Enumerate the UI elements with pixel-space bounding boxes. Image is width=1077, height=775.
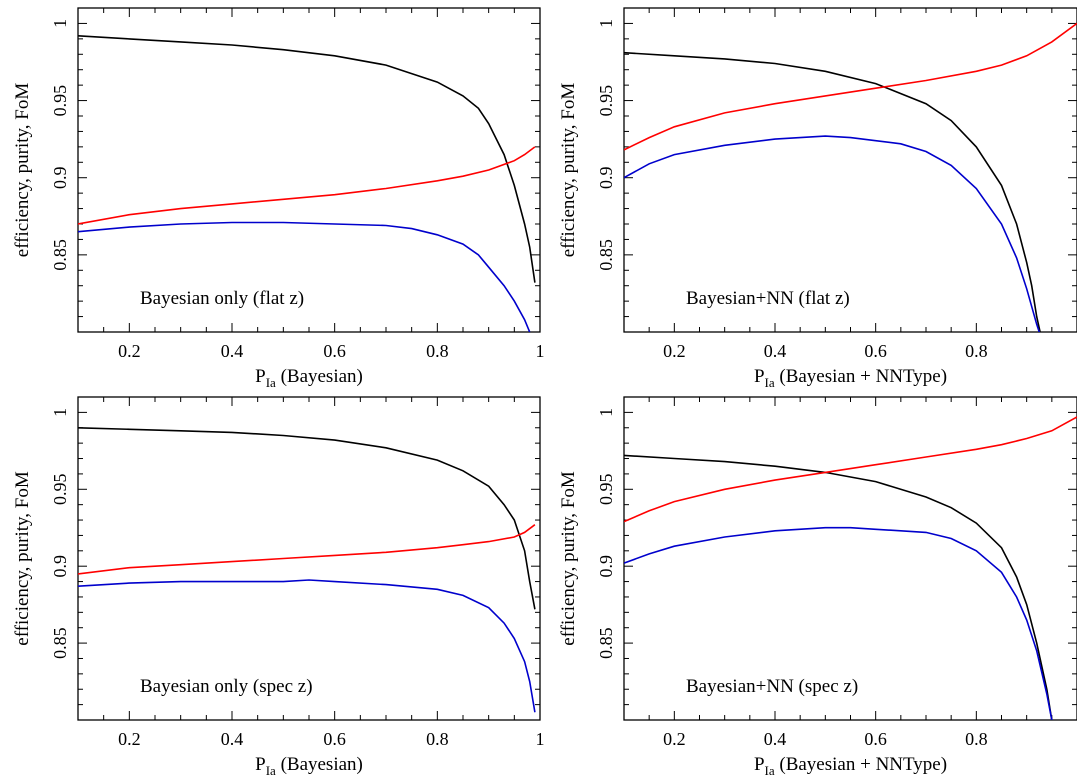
series-line-2 — [78, 146, 536, 225]
x-tick-label: 0.8 — [426, 341, 449, 361]
x-axis-title: PIa (Bayesian) — [255, 754, 363, 775]
x-tick-label: 1 — [536, 341, 545, 361]
y-axis-title: efficiency, purity, FoM — [12, 471, 33, 646]
x-tick-label: 0.2 — [663, 341, 686, 361]
x-tick-label: 0.4 — [764, 729, 787, 749]
chart-panel-4: 0.2 0.4 0.6 0.8 0.85 0.9 0.95 1 Bayesian+NN (spe… — [558, 396, 1077, 775]
x-tick-label: 0.8 — [965, 341, 988, 361]
series-line-1 — [624, 454, 1053, 720]
series-line-2 — [624, 22, 1077, 151]
y-tick-label: 1 — [596, 19, 616, 28]
y-tick-label: 0.9 — [596, 555, 616, 578]
y-tick-label: 0.85 — [50, 627, 70, 659]
x-tick-label: 0.4 — [221, 729, 244, 749]
y-tick-label: 0.95 — [50, 85, 70, 117]
chart-panel-2: 0.2 0.4 0.6 0.8 0.85 0.9 0.95 1 Bayesian+NN (fla… — [558, 7, 1077, 390]
y-tick-label: 0.95 — [596, 474, 616, 506]
y-tick-label: 0.9 — [596, 166, 616, 189]
x-tick-label: 0.4 — [221, 341, 244, 361]
x-tick-label: 0.6 — [864, 729, 887, 749]
series-line-2 — [624, 416, 1077, 523]
chart-panel-3: 0.2 0.4 0.6 0.8 1 0.85 0.9 0.95 1 Bayesian only (… — [12, 396, 545, 775]
panel-annotation: Bayesian only (spec z) — [140, 676, 313, 697]
x-tick-label: 0.2 — [118, 341, 141, 361]
y-tick-label: 1 — [50, 408, 70, 417]
y-tick-label: 0.95 — [596, 85, 616, 117]
y-tick-label: 1 — [50, 19, 70, 28]
series-line-3 — [624, 526, 1053, 720]
x-axis-title: PIa (Bayesian + NNType) — [754, 754, 947, 775]
x-tick-label: 0.4 — [764, 341, 787, 361]
x-tick-label: 0.8 — [965, 729, 988, 749]
series-line-2 — [78, 524, 536, 575]
y-tick-label: 0.85 — [50, 239, 70, 271]
y-axis-title: efficiency, purity, FoM — [558, 83, 579, 258]
plot-frame — [77, 396, 541, 721]
y-tick-label: 0.95 — [50, 474, 70, 506]
panel-annotation: Bayesian+NN (flat z) — [686, 288, 850, 309]
x-tick-label: 0.8 — [426, 729, 449, 749]
x-tick-label: 0.6 — [323, 341, 346, 361]
series-line-3 — [78, 221, 531, 332]
y-tick-label: 0.85 — [596, 239, 616, 271]
series-line-1 — [78, 427, 536, 610]
y-axis-title: efficiency, purity, FoM — [558, 471, 579, 646]
y-tick-label: 0.9 — [50, 166, 70, 189]
y-tick-label: 0.9 — [50, 555, 70, 578]
series-line-3 — [78, 579, 536, 713]
chart-panel-1: 0.2 0.4 0.6 0.8 1 0.85 0.9 0.95 1 Bayesian only (… — [12, 7, 545, 390]
x-axis-title: PIa (Bayesian + NNType) — [754, 366, 947, 390]
x-tick-label: 0.2 — [118, 729, 141, 749]
x-tick-label: 0.6 — [323, 729, 346, 749]
x-tick-label: 0.6 — [864, 341, 887, 361]
y-axis-title: efficiency, purity, FoM — [12, 83, 33, 258]
y-tick-label: 0.85 — [596, 627, 616, 659]
x-tick-label: 1 — [536, 729, 545, 749]
plot-frame — [77, 7, 541, 333]
x-axis-title: PIa (Bayesian) — [255, 366, 363, 390]
plot-frame — [623, 396, 1077, 721]
series-line-1 — [78, 35, 536, 283]
panel-annotation: Bayesian+NN (spec z) — [686, 676, 858, 697]
y-tick-label: 1 — [596, 408, 616, 417]
series-line-1 — [624, 51, 1041, 332]
panel-annotation: Bayesian only (flat z) — [140, 288, 304, 309]
x-tick-label: 0.2 — [663, 729, 686, 749]
series-line-3 — [624, 135, 1041, 332]
